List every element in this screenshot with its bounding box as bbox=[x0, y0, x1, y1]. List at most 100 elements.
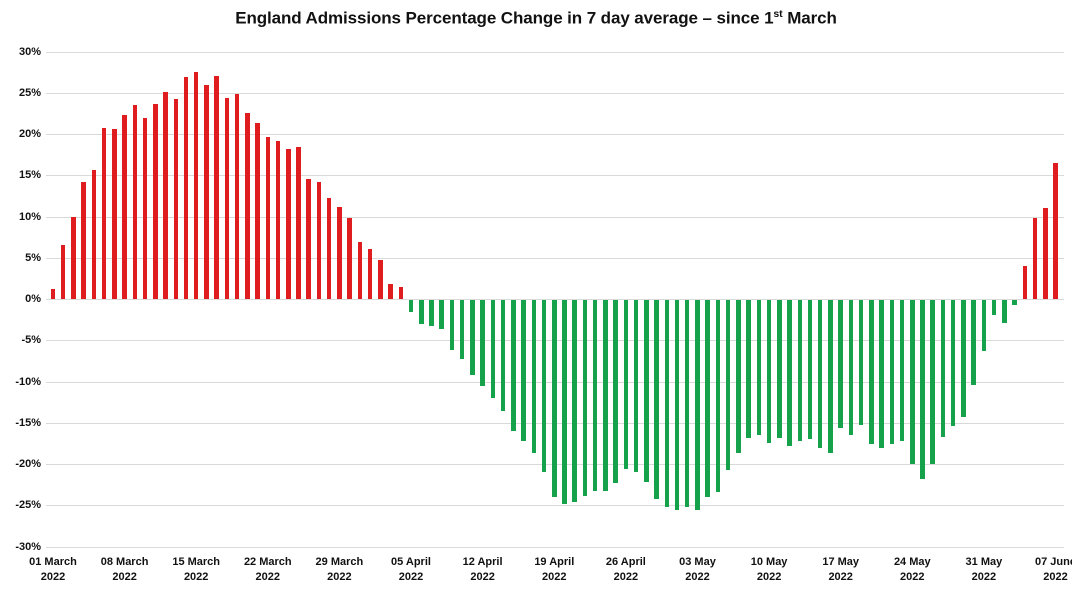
bar bbox=[848, 300, 854, 435]
y-axis-tick-label: 5% bbox=[25, 251, 41, 264]
y-axis-tick-label: -15% bbox=[15, 416, 41, 429]
bar bbox=[429, 300, 434, 326]
x-tick-year: 2022 bbox=[183, 571, 209, 583]
y-axis-tick-label: -30% bbox=[15, 540, 41, 553]
x-tick-year: 2022 bbox=[828, 571, 853, 583]
x-axis-tick-label: 31 May 2022 bbox=[939, 555, 1029, 585]
bar bbox=[684, 300, 690, 508]
x-axis-tick-label: 19 April 2022 bbox=[509, 555, 599, 585]
x-tick-date: 17 May bbox=[822, 556, 860, 568]
bar bbox=[950, 300, 956, 427]
bar bbox=[326, 197, 332, 299]
bar bbox=[101, 128, 107, 299]
bar bbox=[725, 300, 731, 470]
x-axis-tick-label: 17 May 2022 bbox=[796, 555, 886, 585]
bar bbox=[367, 248, 373, 299]
bar bbox=[633, 300, 639, 473]
gridline bbox=[46, 216, 1064, 218]
x-tick-date: 08 March bbox=[100, 556, 149, 568]
bar bbox=[81, 181, 86, 299]
x-tick-date: 03 May bbox=[679, 556, 716, 568]
x-axis-tick-label: 01 March 2022 bbox=[8, 555, 98, 585]
bar bbox=[91, 169, 97, 299]
bar bbox=[787, 300, 792, 446]
bar bbox=[695, 300, 700, 511]
bar bbox=[388, 284, 393, 299]
x-tick-date: 22 March bbox=[243, 556, 292, 568]
x-axis-tick-label: 15 March 2022 bbox=[151, 555, 241, 585]
bar bbox=[889, 300, 895, 445]
bar bbox=[613, 300, 618, 484]
x-tick-date: 24 May bbox=[893, 556, 931, 568]
bar bbox=[193, 72, 199, 299]
y-axis-tick-label: 25% bbox=[18, 86, 41, 99]
bar bbox=[224, 97, 230, 299]
y-axis-tick-label: -10% bbox=[15, 375, 41, 388]
x-tick-year: 2022 bbox=[398, 571, 424, 583]
bar bbox=[736, 300, 741, 453]
y-axis-tick-label: -25% bbox=[15, 499, 41, 512]
bar bbox=[582, 300, 588, 496]
bar bbox=[705, 300, 710, 498]
x-tick-year: 2022 bbox=[756, 571, 782, 583]
bar bbox=[858, 300, 864, 426]
bar bbox=[306, 179, 311, 299]
bar bbox=[234, 94, 240, 299]
chart-title-text: England Admissions Percentage Change in … bbox=[235, 8, 774, 28]
bar bbox=[623, 300, 629, 470]
x-tick-year: 2022 bbox=[40, 571, 66, 583]
x-tick-date: 12 April bbox=[462, 556, 503, 568]
bar bbox=[674, 300, 680, 511]
bar bbox=[398, 286, 404, 299]
bar bbox=[439, 300, 444, 329]
x-tick-date: 10 May bbox=[750, 556, 788, 568]
y-axis-tick-label: 20% bbox=[18, 128, 41, 140]
bar bbox=[378, 260, 383, 299]
x-tick-year: 2022 bbox=[470, 571, 495, 583]
bar bbox=[766, 300, 772, 443]
y-axis-tick-label: -5% bbox=[21, 334, 41, 347]
x-tick-year: 2022 bbox=[255, 571, 281, 583]
bar bbox=[1053, 162, 1058, 299]
bar bbox=[746, 300, 751, 438]
bar bbox=[132, 105, 138, 299]
bar bbox=[142, 118, 148, 299]
bar bbox=[592, 300, 598, 492]
bar bbox=[572, 300, 577, 503]
bar bbox=[470, 300, 475, 376]
bar bbox=[1032, 218, 1038, 299]
y-axis-tick-label: 10% bbox=[18, 210, 41, 223]
bar bbox=[112, 129, 117, 299]
gridline bbox=[46, 51, 1064, 53]
bar bbox=[173, 98, 179, 299]
x-axis-tick-label: 10 May 2022 bbox=[724, 555, 814, 585]
x-tick-date: 05 April bbox=[391, 556, 431, 568]
x-axis-tick-label: 12 April 2022 bbox=[438, 555, 528, 585]
gridline bbox=[46, 175, 1064, 177]
bar bbox=[500, 300, 506, 411]
bar bbox=[603, 300, 608, 492]
x-tick-date: 26 April bbox=[605, 556, 646, 568]
bar bbox=[1022, 266, 1028, 299]
bar bbox=[490, 300, 496, 399]
bar bbox=[981, 300, 987, 352]
bar bbox=[480, 300, 485, 386]
bar bbox=[214, 76, 219, 300]
bar bbox=[797, 300, 803, 442]
bar bbox=[153, 104, 158, 299]
bar bbox=[756, 300, 762, 435]
x-axis-tick-label: 29 March 2022 bbox=[294, 555, 384, 585]
bar bbox=[920, 300, 925, 479]
bar bbox=[50, 289, 56, 299]
bar bbox=[511, 300, 516, 432]
bar bbox=[122, 115, 127, 299]
x-tick-year: 2022 bbox=[685, 571, 710, 583]
bar bbox=[255, 123, 260, 299]
y-axis-tick-label: 30% bbox=[18, 45, 41, 58]
bar bbox=[654, 300, 659, 499]
x-tick-year: 2022 bbox=[542, 571, 567, 583]
bar bbox=[265, 136, 271, 299]
x-tick-date: 31 May bbox=[965, 556, 1003, 568]
bar bbox=[531, 300, 537, 453]
